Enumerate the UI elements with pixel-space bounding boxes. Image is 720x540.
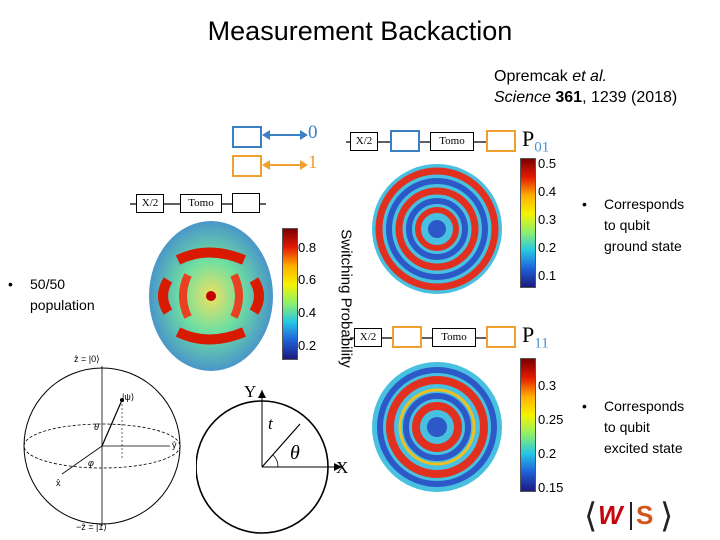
left-colorbar xyxy=(282,228,298,360)
left-tick-1: 0.8 xyxy=(298,240,317,255)
left-tick-2: 0.6 xyxy=(298,272,317,287)
legend-value-1: 1 xyxy=(308,152,318,173)
bloch-phi-label: φ xyxy=(88,458,94,468)
orange-meter-icon xyxy=(232,155,262,177)
axis-y-label: Y xyxy=(244,382,257,401)
left-gate-tomo: Tomo xyxy=(180,194,222,213)
bloch-bottom-label: −ẑ = |1⟩ xyxy=(76,522,107,532)
bloch-x-label: x̂ xyxy=(56,478,61,488)
bullet-excited-state: • Corresponds to qubit excited state xyxy=(582,398,685,456)
left-tick-3: 0.4 xyxy=(298,305,317,320)
bullet-ground-state: • Corresponds to qubit ground state xyxy=(582,196,685,254)
axis-x-label: X xyxy=(336,458,349,477)
meter-icon xyxy=(232,193,260,213)
axis-t-label: t xyxy=(268,414,273,433)
left-tomogram xyxy=(149,221,273,371)
orange-meter-icon xyxy=(392,326,422,348)
bottom-tick-1: 0.3 xyxy=(538,378,557,393)
top-gate-x2: X/2 xyxy=(350,132,378,151)
top-colorbar xyxy=(520,158,536,288)
bottom-tick-2: 0.25 xyxy=(538,412,564,427)
bottom-tick-4: 0.15 xyxy=(538,480,564,495)
top-tomogram xyxy=(372,164,502,294)
top-tick-3: 0.3 xyxy=(538,212,557,227)
top-tick-4: 0.2 xyxy=(538,240,557,255)
left-colorbar-label: Switching Probability xyxy=(337,229,355,368)
axis-theta-label: θ xyxy=(290,442,300,464)
bottom-tomogram xyxy=(372,362,502,492)
label-p01: P01 xyxy=(522,126,550,156)
left-gate-x2: X/2 xyxy=(136,194,164,213)
legend-value-0: 0 xyxy=(308,122,318,143)
left-tick-4: 0.2 xyxy=(298,338,317,353)
double-arrow-icon xyxy=(262,130,308,140)
bottom-gate-tomo: Tomo xyxy=(432,328,476,347)
bottom-gate-x2: X/2 xyxy=(354,328,382,347)
xy-axes-diagram xyxy=(196,390,342,534)
bullet-population: • 50/50 population xyxy=(8,276,95,313)
bloch-psi-label: |ψ⟩ xyxy=(122,392,135,402)
bloch-sphere xyxy=(23,366,181,526)
orange-meter-icon xyxy=(486,326,516,348)
top-tick-1: 0.5 xyxy=(538,156,557,171)
bloch-theta-label: θ xyxy=(94,422,99,432)
top-tick-5: 0.1 xyxy=(538,268,557,283)
blue-meter-icon xyxy=(232,126,262,148)
blue-meter-icon xyxy=(390,130,420,152)
bottom-tick-3: 0.2 xyxy=(538,446,557,461)
double-arrow-icon xyxy=(262,160,308,170)
uw-logo: ⟨ W S ⟩ xyxy=(584,497,674,535)
bottom-colorbar xyxy=(520,358,536,492)
bloch-top-label: ẑ = |0⟩ xyxy=(74,354,100,364)
citation: Opremcak et al. Science 361, 1239 (2018) xyxy=(494,68,678,106)
slide-title: Measurement Backaction xyxy=(207,16,513,46)
top-tick-2: 0.4 xyxy=(538,184,557,199)
orange-meter-icon xyxy=(486,130,516,152)
top-gate-tomo: Tomo xyxy=(430,132,474,151)
bloch-y-label: ŷ xyxy=(172,440,177,450)
label-p11: P11 xyxy=(522,322,549,352)
